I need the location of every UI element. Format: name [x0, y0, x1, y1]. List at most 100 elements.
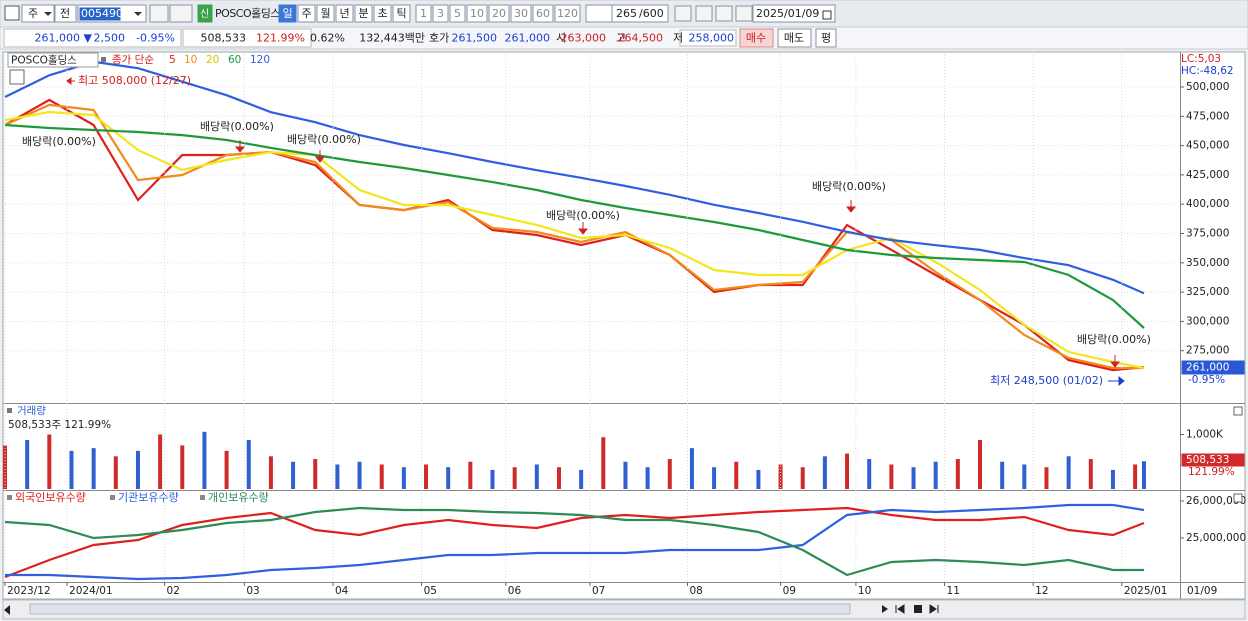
annotation: 배당락(0.00%) — [200, 120, 274, 133]
scroll-track[interactable] — [29, 603, 851, 615]
layout-icon[interactable] — [4, 5, 20, 21]
volume-subtitle: 508,533주 121.99% — [8, 419, 111, 431]
period-button[interactable] — [392, 4, 411, 23]
sound-button[interactable] — [169, 4, 193, 23]
period-button[interactable] — [297, 4, 316, 23]
tool-icon[interactable] — [695, 5, 713, 22]
stock-name: POSCO홀딩스 — [215, 7, 280, 20]
annotation: 배당락(0.00%) — [22, 135, 96, 148]
interval-label[interactable]: 5 — [454, 7, 461, 20]
period-label[interactable]: 주 — [301, 7, 311, 20]
ma-line — [4, 110, 1145, 370]
x-tick-label: 10 — [858, 585, 871, 597]
period-button[interactable] — [373, 4, 392, 23]
x-tick-label: 12 — [1035, 585, 1048, 597]
interval-label[interactable]: 30 — [514, 7, 528, 20]
code-highlight — [79, 7, 121, 21]
y-tick-label: 500,000 — [1186, 81, 1229, 93]
interval-button[interactable] — [449, 4, 466, 23]
count-box[interactable] — [611, 4, 669, 23]
y-tick-label: 350,000 — [1186, 257, 1229, 269]
buy-label[interactable]: 매수 — [746, 32, 766, 45]
volume-bar — [468, 461, 473, 489]
interval-label[interactable]: 60 — [536, 7, 550, 20]
interval-button[interactable] — [510, 4, 532, 23]
x-tick-label: 2024/01 — [69, 585, 113, 597]
period-button[interactable] — [354, 4, 373, 23]
sell-label[interactable]: 매도 — [784, 32, 804, 45]
chart-frame — [2, 51, 1246, 600]
legend-marker — [7, 408, 12, 413]
interval-button[interactable] — [466, 4, 488, 23]
annotation: 최저 248,500 (01/02) — [990, 374, 1103, 387]
x-tick-label: 02 — [167, 585, 180, 597]
volume-bar — [800, 467, 805, 489]
period-button[interactable] — [316, 4, 335, 23]
panel-close[interactable] — [1233, 493, 1243, 503]
sell-button[interactable] — [777, 28, 812, 48]
volume-bar — [113, 456, 118, 489]
volume-bar — [47, 434, 52, 489]
info-ask-label: 호가 — [429, 32, 449, 45]
nav-buttons[interactable] — [882, 604, 939, 614]
dividend-marker — [845, 200, 857, 213]
volume-bar — [1110, 469, 1115, 489]
y-tick-label: 425,000 — [1186, 169, 1229, 181]
buy-button[interactable] — [739, 28, 774, 48]
volume-bar — [955, 459, 960, 489]
period-label[interactable]: 년 — [339, 7, 349, 20]
volume-current-box — [1181, 453, 1245, 467]
volume-bar — [313, 459, 318, 489]
period-label[interactable]: 월 — [320, 7, 330, 20]
search-button[interactable] — [149, 4, 169, 23]
interval-button[interactable] — [432, 4, 449, 23]
interval-label[interactable]: 10 — [470, 7, 484, 20]
info-low-label: 저 — [673, 32, 683, 45]
current-price-box — [1181, 360, 1245, 375]
scroll-left[interactable] — [4, 605, 10, 615]
new-badge[interactable] — [197, 4, 213, 23]
interval-label[interactable]: 120 — [557, 7, 578, 20]
period-button[interactable] — [335, 4, 354, 23]
volume-bar — [756, 469, 761, 489]
period-label[interactable]: 분 — [358, 7, 368, 20]
period-label[interactable]: 일 — [282, 6, 292, 20]
volume-bar — [246, 439, 251, 489]
avg-button[interactable] — [815, 28, 837, 48]
volume-bar — [335, 464, 340, 489]
tool-icon[interactable] — [735, 5, 753, 22]
period-label[interactable]: 틱 — [396, 7, 406, 20]
dropdown-arrow — [134, 12, 142, 16]
period-label[interactable]: 초 — [377, 7, 387, 20]
info-open-label: 시 — [556, 32, 566, 45]
avg-label[interactable]: 평 — [821, 32, 831, 45]
interval-button[interactable] — [415, 4, 432, 23]
interval-label[interactable]: 3 — [437, 7, 444, 20]
interval-label[interactable]: 20 — [492, 7, 506, 20]
kind-select[interactable] — [54, 4, 77, 23]
interval-button[interactable] — [554, 4, 581, 23]
volume-current: 508,533 — [1186, 454, 1229, 466]
volume-bar — [202, 431, 207, 489]
legend-entry: 개인보유수량 — [208, 491, 269, 504]
high-arrow — [66, 77, 75, 85]
x-tick-label: 07 — [592, 585, 605, 597]
low-box — [679, 29, 737, 47]
y-tick-label: 475,000 — [1186, 110, 1229, 122]
period-button[interactable] — [278, 4, 297, 23]
date-box[interactable] — [752, 4, 836, 23]
legend-marker — [101, 57, 106, 62]
market-select[interactable] — [21, 4, 55, 23]
panel-close[interactable] — [1233, 406, 1243, 416]
interval-button[interactable] — [488, 4, 510, 23]
tool-icon[interactable] — [674, 5, 692, 22]
interval-button[interactable] — [532, 4, 554, 23]
info-rate: -0.95% — [136, 32, 175, 45]
volume-bar — [357, 461, 362, 489]
date-label: 01/09 — [1187, 585, 1217, 597]
tool-icon[interactable] — [715, 5, 733, 22]
info-ask: 261,500 — [452, 32, 498, 45]
hc-label: HC:-48,62 — [1181, 65, 1234, 77]
interval-label[interactable]: 1 — [420, 7, 427, 20]
ma-line — [4, 506, 1145, 579]
